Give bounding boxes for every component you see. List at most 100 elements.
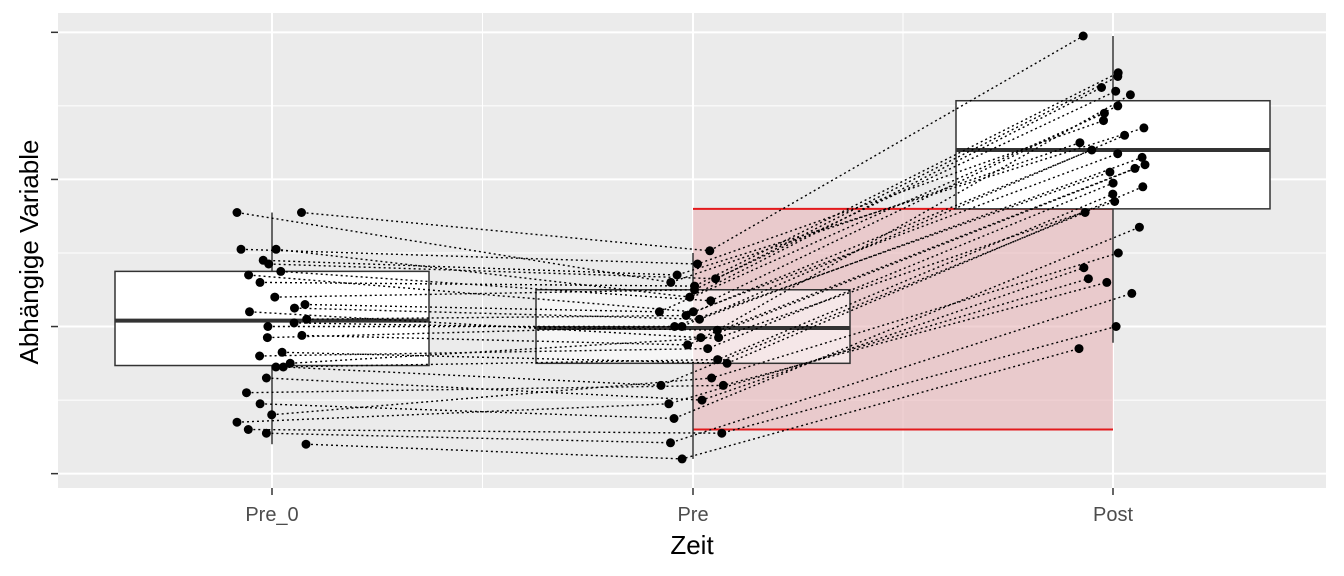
data-point <box>1120 130 1130 140</box>
data-point <box>1108 189 1118 199</box>
subject-line <box>283 211 1086 387</box>
data-point <box>706 296 716 306</box>
subject-line <box>249 167 1136 339</box>
data-point <box>243 425 253 434</box>
data-point <box>1078 31 1088 41</box>
data-point <box>1111 86 1121 96</box>
data-point <box>666 438 675 448</box>
data-point <box>255 277 265 287</box>
subject-line <box>294 94 1131 331</box>
data-point <box>1111 322 1121 331</box>
data-point <box>722 358 732 368</box>
axis-layer: Pre_0 Pre Post <box>51 31 1133 526</box>
data-point <box>685 292 695 302</box>
data-point <box>1113 248 1123 258</box>
data-point <box>713 355 723 365</box>
data-point <box>232 417 242 427</box>
data-point <box>1099 108 1109 118</box>
data-point <box>302 314 312 324</box>
data-point <box>664 399 674 409</box>
subject-line <box>236 142 1081 284</box>
data-point <box>670 322 680 331</box>
data-point <box>1099 116 1108 126</box>
data-point <box>242 388 251 398</box>
data-point <box>666 277 676 287</box>
data-point <box>703 344 713 354</box>
x-tick-label: Post <box>1093 504 1133 526</box>
chart-area: Pre_0 Pre Post <box>51 13 1326 526</box>
data-point <box>255 399 265 409</box>
data-point <box>290 303 299 313</box>
data-point <box>261 373 271 383</box>
data-point <box>263 322 273 331</box>
data-point <box>681 311 691 320</box>
data-point <box>718 380 728 390</box>
data-point <box>1138 182 1148 192</box>
data-point <box>688 307 698 317</box>
data-point <box>301 439 311 449</box>
data-point <box>300 300 310 309</box>
data-point <box>1134 222 1144 232</box>
data-point <box>267 410 277 420</box>
subject-line <box>248 325 1117 434</box>
data-point <box>1079 263 1089 273</box>
data-point <box>672 270 682 280</box>
subject-line <box>259 72 1119 287</box>
data-point <box>1130 163 1140 173</box>
subject-line <box>267 171 1111 339</box>
data-point <box>690 285 699 295</box>
data-point <box>705 246 715 256</box>
data-point <box>1140 160 1150 170</box>
subject-line <box>306 149 1093 320</box>
data-point <box>677 454 687 464</box>
data-point <box>1083 274 1093 284</box>
data-point <box>1105 167 1115 177</box>
data-point <box>1075 138 1085 148</box>
data-point <box>270 292 280 302</box>
data-point <box>1110 197 1120 206</box>
data-point <box>711 274 721 284</box>
data-point <box>707 373 717 383</box>
data-point <box>1113 149 1123 159</box>
subject-line <box>259 182 1114 357</box>
data-point <box>1139 123 1149 133</box>
data-point <box>654 307 664 317</box>
data-point <box>264 259 274 269</box>
data-point <box>232 208 242 217</box>
data-point <box>1127 288 1137 298</box>
data-point <box>717 428 727 438</box>
x-tick-label: Pre_0 <box>245 504 298 526</box>
data-point <box>1080 208 1090 217</box>
subject-line <box>274 75 1119 298</box>
data-point <box>297 208 306 217</box>
subject-line <box>263 127 1145 276</box>
data-point <box>669 414 679 423</box>
data-point <box>1125 90 1135 100</box>
data-point <box>255 351 265 361</box>
data-point <box>696 333 706 343</box>
data-point <box>277 347 287 357</box>
data-point <box>712 325 722 335</box>
data-point <box>1113 101 1123 111</box>
subject-line <box>267 134 1125 328</box>
data-point <box>297 330 307 340</box>
data-point <box>677 322 687 331</box>
data-point <box>276 266 286 276</box>
data-point <box>236 244 246 254</box>
data-point <box>285 358 295 368</box>
data-point <box>1137 152 1147 162</box>
data-point <box>245 307 254 317</box>
data-point <box>1097 83 1106 92</box>
data-point <box>262 333 272 343</box>
data-point <box>278 362 288 372</box>
box-layer <box>114 36 1271 459</box>
data-point <box>1102 277 1112 287</box>
data-point <box>244 270 254 280</box>
data-point <box>1113 72 1123 81</box>
subject-line <box>268 90 1116 280</box>
data-point <box>697 395 707 405</box>
data-point <box>656 380 666 390</box>
data-point <box>271 244 281 254</box>
data-point <box>693 259 702 269</box>
